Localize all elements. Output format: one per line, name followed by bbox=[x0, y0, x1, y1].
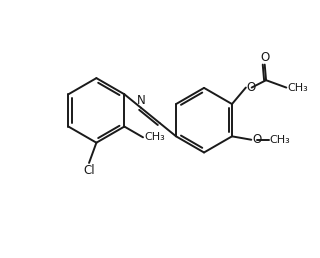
Text: CH₃: CH₃ bbox=[287, 83, 308, 93]
Text: O: O bbox=[252, 133, 261, 146]
Text: Cl: Cl bbox=[83, 164, 95, 177]
Text: N: N bbox=[137, 94, 145, 107]
Text: O: O bbox=[247, 81, 256, 94]
Text: CH₃: CH₃ bbox=[144, 132, 165, 142]
Text: CH₃: CH₃ bbox=[270, 135, 291, 145]
Text: O: O bbox=[260, 51, 269, 64]
